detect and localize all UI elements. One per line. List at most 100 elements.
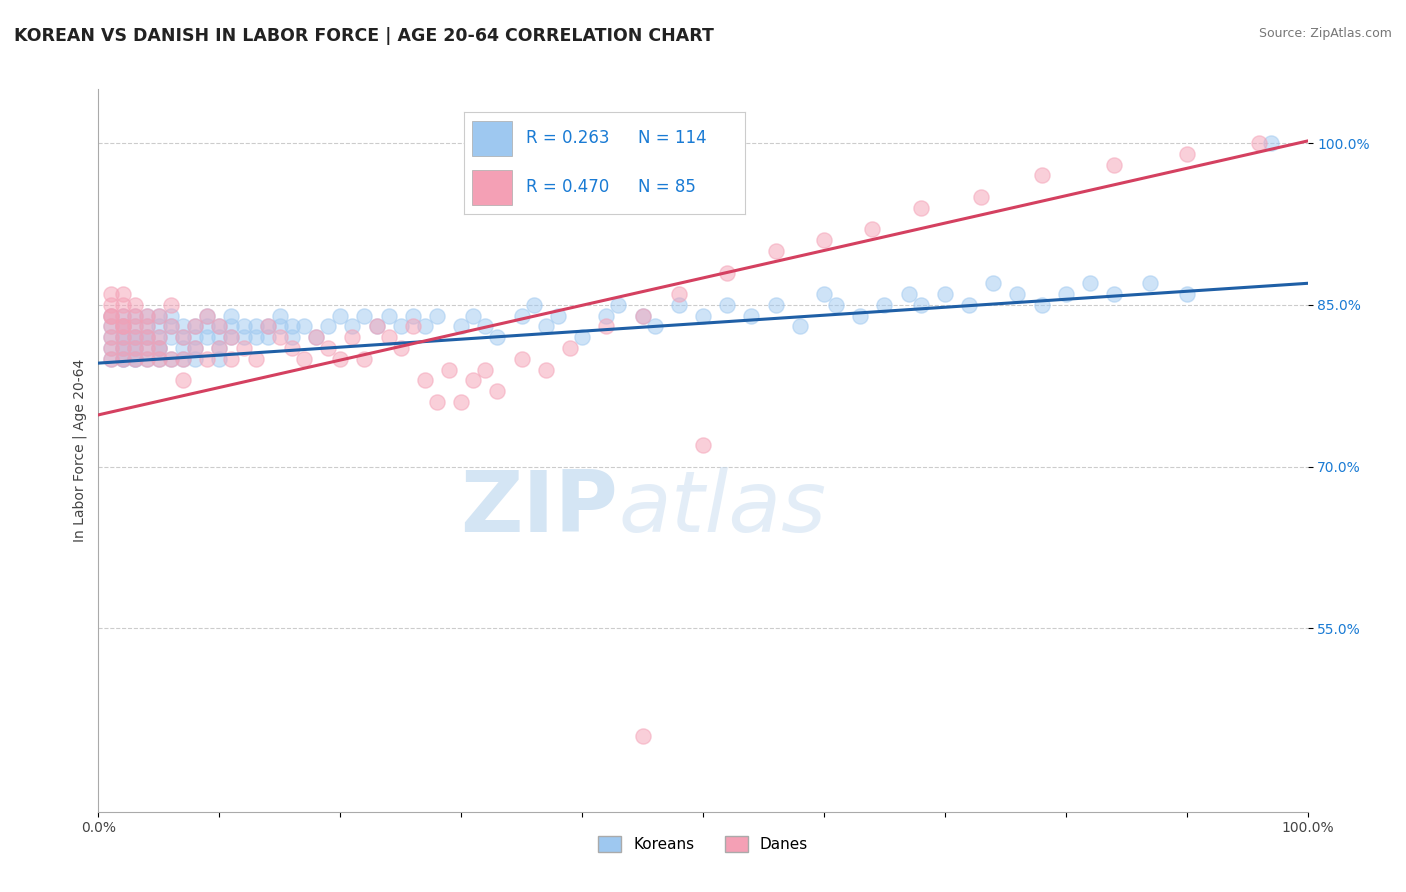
Point: [353, 309, 375, 323]
Point: [426, 395, 449, 409]
Point: [124, 330, 146, 344]
Point: [1031, 169, 1053, 183]
Point: [160, 309, 183, 323]
Point: [595, 309, 617, 323]
Point: [692, 309, 714, 323]
Point: [195, 309, 218, 323]
Point: [970, 190, 993, 204]
Point: [463, 373, 485, 387]
Point: [1102, 287, 1125, 301]
Point: [245, 319, 267, 334]
Point: [389, 341, 412, 355]
Point: [208, 319, 231, 334]
Point: [1007, 287, 1029, 301]
Point: [281, 341, 304, 355]
Point: [765, 244, 787, 258]
Point: [221, 330, 243, 344]
Point: [910, 298, 932, 312]
Point: [789, 319, 811, 334]
Point: [510, 309, 533, 323]
Point: [111, 330, 134, 344]
Point: [111, 319, 134, 334]
Point: [100, 341, 122, 355]
Point: [100, 309, 122, 323]
Point: [256, 319, 278, 334]
Text: N = 114: N = 114: [638, 129, 707, 147]
Text: ZIP: ZIP: [461, 467, 619, 549]
Point: [571, 330, 593, 344]
Point: [124, 309, 146, 323]
Point: [135, 341, 157, 355]
Point: [148, 309, 170, 323]
Point: [692, 438, 714, 452]
Point: [184, 351, 207, 366]
Point: [148, 330, 170, 344]
Point: [1260, 136, 1282, 150]
FancyBboxPatch shape: [472, 120, 512, 155]
Point: [413, 319, 436, 334]
Point: [135, 319, 157, 334]
Text: R = 0.263: R = 0.263: [526, 129, 609, 147]
Point: [184, 319, 207, 334]
Point: [474, 319, 496, 334]
Point: [100, 287, 122, 301]
Point: [1054, 287, 1077, 301]
Text: atlas: atlas: [619, 467, 827, 549]
Point: [160, 351, 183, 366]
Point: [426, 309, 449, 323]
Point: [860, 222, 883, 236]
Point: [100, 341, 122, 355]
Point: [245, 351, 267, 366]
Point: [292, 351, 315, 366]
Point: [269, 309, 291, 323]
Point: [377, 309, 399, 323]
Point: [825, 298, 848, 312]
Point: [316, 319, 339, 334]
Point: [474, 362, 496, 376]
Point: [195, 309, 218, 323]
Point: [100, 319, 122, 334]
Point: [111, 351, 134, 366]
Point: [172, 330, 194, 344]
Point: [607, 298, 630, 312]
Point: [124, 341, 146, 355]
Point: [305, 330, 328, 344]
Point: [897, 287, 920, 301]
Point: [316, 341, 339, 355]
Point: [558, 341, 581, 355]
Point: [208, 330, 231, 344]
Point: [100, 298, 122, 312]
Point: [111, 330, 134, 344]
Point: [534, 319, 557, 334]
Point: [195, 319, 218, 334]
Point: [172, 319, 194, 334]
Point: [813, 233, 835, 247]
Point: [195, 351, 218, 366]
Point: [148, 330, 170, 344]
Point: [111, 351, 134, 366]
Point: [232, 330, 254, 344]
Point: [256, 330, 278, 344]
Point: [1175, 287, 1198, 301]
Point: [111, 341, 134, 355]
Text: Source: ZipAtlas.com: Source: ZipAtlas.com: [1258, 27, 1392, 40]
Point: [221, 351, 243, 366]
Point: [849, 309, 872, 323]
Point: [366, 319, 388, 334]
Point: [232, 341, 254, 355]
Point: [100, 330, 122, 344]
Point: [100, 351, 122, 366]
Point: [232, 319, 254, 334]
Point: [160, 319, 183, 334]
Point: [402, 309, 425, 323]
Point: [208, 341, 231, 355]
Point: [450, 395, 472, 409]
Point: [329, 309, 352, 323]
Point: [221, 319, 243, 334]
Point: [124, 319, 146, 334]
Point: [135, 319, 157, 334]
Point: [281, 319, 304, 334]
Point: [100, 309, 122, 323]
Point: [124, 351, 146, 366]
Point: [342, 319, 364, 334]
